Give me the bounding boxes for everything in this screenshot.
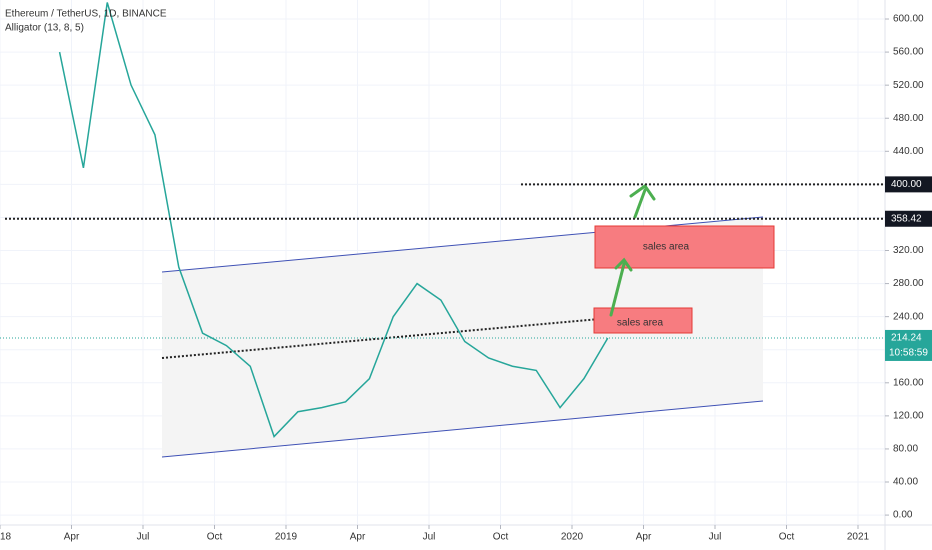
annotation: sales area bbox=[643, 242, 690, 253]
x-tick-label: Oct bbox=[779, 532, 795, 543]
countdown: 10:58:59 bbox=[889, 348, 928, 359]
annotation: sales area bbox=[617, 318, 664, 329]
y-tick-label: 600.00 bbox=[893, 14, 924, 25]
x-tick-label: 2019 bbox=[275, 532, 298, 543]
level-tag bbox=[885, 210, 932, 227]
channel-bottom bbox=[161, 400, 764, 458]
x-tick-label: 2020 bbox=[561, 532, 584, 543]
symbol-title: Ethereum / TetherUS, 1D, BINANCE bbox=[5, 9, 167, 20]
y-tick-label: 0.00 bbox=[893, 510, 913, 521]
y-tick-label: 560.00 bbox=[893, 47, 924, 58]
x-tick-label: Apr bbox=[636, 532, 652, 543]
y-tick-label: 160.00 bbox=[893, 377, 924, 388]
last-price-tag bbox=[885, 329, 932, 346]
x-tick-label: Oct bbox=[493, 532, 509, 543]
x-tick-label: Jul bbox=[137, 532, 150, 543]
y-tick-label: 320.00 bbox=[893, 245, 924, 256]
indicator-title: Alligator (13, 8, 5) bbox=[5, 23, 84, 34]
y-tick-label: 40.00 bbox=[893, 477, 918, 488]
price-line bbox=[58, 2, 609, 438]
last-price-label: 214.24 bbox=[891, 333, 922, 344]
x-tick-label: Jul bbox=[423, 532, 436, 543]
x-tick-label: 2018 bbox=[0, 532, 12, 543]
countdown-tag bbox=[885, 344, 932, 361]
x-tick-label: Jul bbox=[709, 532, 722, 543]
level-label: 358.42 bbox=[891, 213, 922, 224]
x-tick-label: Apr bbox=[64, 532, 80, 543]
y-tick-label: 120.00 bbox=[893, 411, 924, 422]
arrows bbox=[609, 183, 656, 317]
y-tick-label: 520.00 bbox=[893, 80, 924, 91]
y-tick-label: 240.00 bbox=[893, 311, 924, 322]
x-tick-label: 2021 bbox=[847, 532, 870, 543]
y-tick-label: 280.00 bbox=[893, 278, 924, 289]
level-label: 400.00 bbox=[891, 179, 922, 190]
x-tick-label: Apr bbox=[350, 532, 366, 543]
x-tick-label: Oct bbox=[207, 532, 223, 543]
y-tick-label: 480.00 bbox=[893, 113, 924, 124]
y-tick-label: 440.00 bbox=[893, 146, 924, 157]
y-tick-label: 80.00 bbox=[893, 444, 918, 455]
level-tag bbox=[885, 176, 932, 193]
